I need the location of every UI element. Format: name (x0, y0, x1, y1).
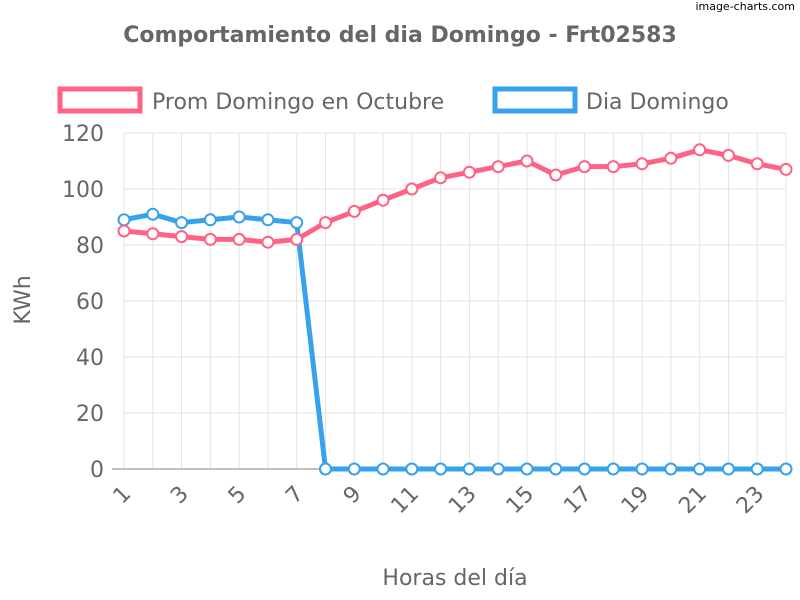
data-point (347, 462, 361, 476)
x-tick-label: 5 (224, 482, 252, 510)
x-axis-label: Horas del día (382, 566, 527, 591)
data-point (261, 213, 275, 227)
watermark: image-charts.com (695, 0, 795, 13)
data-point (606, 462, 620, 476)
data-point (146, 207, 160, 221)
data-point (693, 143, 707, 157)
data-point (175, 216, 189, 230)
x-tick-label: 21 (674, 482, 711, 519)
x-tick-label: 7 (281, 482, 309, 510)
legend-label-dia-domingo: Dia Domingo (586, 90, 729, 115)
data-point (578, 160, 592, 174)
data-point (376, 193, 390, 207)
y-tick-label: 0 (90, 458, 104, 483)
data-point (549, 168, 563, 182)
series-0 (117, 143, 793, 249)
data-point (779, 462, 793, 476)
data-point (232, 232, 246, 246)
x-tick-label: 9 (339, 482, 367, 510)
y-axis-ticks: 0 20 40 60 80 100 120 (62, 122, 104, 483)
x-tick-label: 11 (387, 482, 424, 519)
data-point (462, 165, 476, 179)
data-point (261, 235, 275, 249)
data-point (318, 216, 332, 230)
data-point (750, 462, 764, 476)
legend: Prom Domingo en Octubre Dia Domingo (57, 86, 729, 115)
y-tick-label: 60 (76, 290, 104, 315)
chart-title: Comportamiento del dia Domingo - Frt0258… (123, 23, 677, 48)
data-point (405, 462, 419, 476)
y-tick-label: 100 (62, 178, 104, 203)
data-point (290, 232, 304, 246)
data-point (347, 204, 361, 218)
y-tick-label: 20 (76, 402, 104, 427)
data-point (232, 210, 246, 224)
data-point (203, 213, 217, 227)
data-point (693, 462, 707, 476)
data-point (520, 462, 534, 476)
data-point (750, 157, 764, 171)
legend-swatch-dia-domingo (492, 86, 578, 114)
legend-label-prom-domingo: Prom Domingo en Octubre (152, 90, 444, 115)
y-axis-label: KWh (11, 275, 36, 324)
x-tick-label: 19 (617, 482, 654, 519)
data-point (520, 154, 534, 168)
grid (123, 132, 787, 469)
data-point (117, 224, 131, 238)
data-point (664, 462, 678, 476)
x-tick-label: 17 (559, 482, 596, 519)
data-point (779, 162, 793, 176)
y-tick-label: 40 (76, 346, 104, 371)
data-point (721, 462, 735, 476)
data-point (117, 213, 131, 227)
data-point (664, 151, 678, 165)
x-tick-label: 23 (732, 482, 769, 519)
series-line (121, 211, 789, 472)
series-1 (117, 207, 793, 476)
y-tick-label: 120 (62, 122, 104, 147)
data-point (318, 462, 332, 476)
data-point (203, 232, 217, 246)
x-tick-label: 1 (109, 482, 137, 510)
data-point (434, 462, 448, 476)
data-point (491, 160, 505, 174)
data-point (578, 462, 592, 476)
legend-swatch-prom-domingo (57, 86, 143, 114)
data-point (635, 462, 649, 476)
x-tick-label: 3 (166, 482, 194, 510)
data-point (462, 462, 476, 476)
data-point (434, 171, 448, 185)
x-tick-label: 13 (444, 482, 481, 519)
data-point (405, 182, 419, 196)
data-point (491, 462, 505, 476)
data-point (146, 227, 160, 241)
series-line (121, 147, 789, 245)
data-point (290, 216, 304, 230)
data-point (549, 462, 563, 476)
data-point (721, 148, 735, 162)
data-point (175, 230, 189, 244)
series-layer (117, 143, 793, 476)
data-point (376, 462, 390, 476)
data-point (606, 160, 620, 174)
data-point (635, 157, 649, 171)
y-tick-label: 80 (76, 234, 104, 259)
x-tick-label: 15 (502, 482, 539, 519)
x-axis-ticks: 1 3 5 7 9 11 13 15 17 19 21 23 (109, 482, 770, 519)
